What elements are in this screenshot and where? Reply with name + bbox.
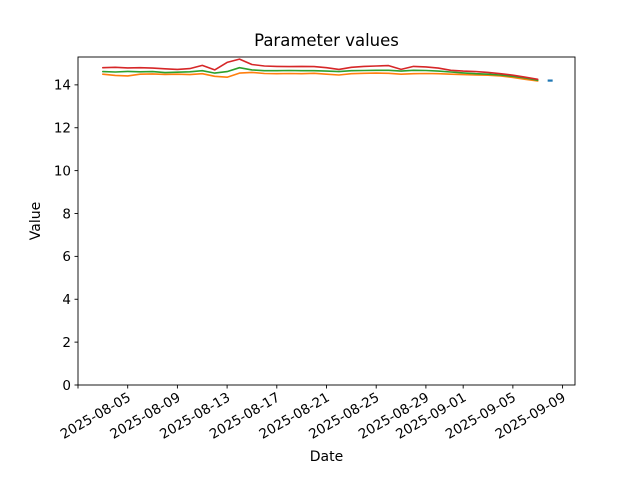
y-tick-label: 2 bbox=[62, 335, 71, 351]
y-tick-label: 6 bbox=[62, 249, 71, 265]
y-tick-label: 4 bbox=[62, 292, 71, 308]
y-tick-label: 12 bbox=[54, 121, 71, 137]
series-orange-line bbox=[102, 71, 539, 82]
plot-border bbox=[77, 56, 576, 386]
chart-title: Parameter values bbox=[254, 31, 399, 50]
series-green-line bbox=[102, 66, 539, 81]
y-tick-label: 0 bbox=[62, 378, 71, 394]
y-axis-label: Value bbox=[28, 201, 44, 241]
y-tick-label: 14 bbox=[54, 78, 71, 94]
series-red-line bbox=[102, 58, 539, 81]
y-tick-label: 10 bbox=[54, 163, 71, 179]
y-tick-label: 8 bbox=[62, 206, 71, 222]
x-axis-label: Date bbox=[309, 449, 344, 465]
